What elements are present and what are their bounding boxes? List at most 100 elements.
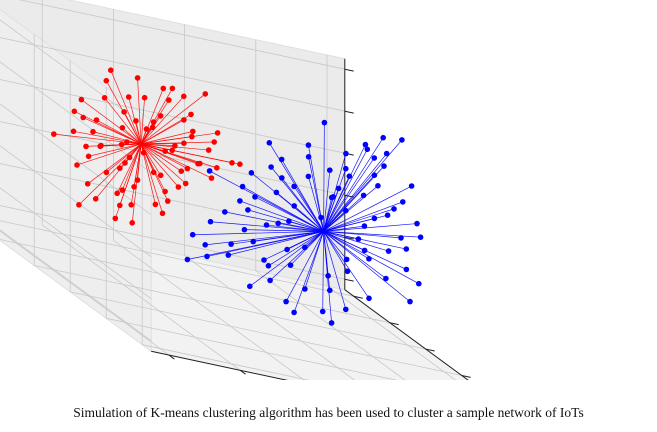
cluster-2-link-line — [323, 170, 331, 232]
cluster-2-link-line — [323, 231, 411, 302]
cluster-1-point — [178, 168, 185, 174]
figure-caption: Simulation of K-means clustering algorit… — [73, 405, 584, 420]
cluster-1-point — [190, 128, 196, 135]
cluster-2-point — [248, 170, 255, 176]
floor-gridline-x — [326, 285, 456, 380]
cluster-1-point — [71, 108, 78, 115]
side-wall-gridline-z — [0, 19, 152, 132]
cluster-2-point — [416, 280, 422, 287]
cluster-1-point — [92, 196, 99, 202]
cluster-2-link-line — [278, 222, 324, 232]
cluster-1-link-line — [140, 143, 212, 179]
cluster-2-link-line — [323, 122, 325, 232]
cluster-2-point — [343, 207, 349, 214]
cluster-1-link-line — [78, 143, 142, 206]
cluster-2-link-line — [209, 170, 324, 232]
cluster-2-link-line — [323, 174, 375, 232]
cluster-2-link-line — [323, 231, 402, 239]
cluster-1-point — [141, 94, 148, 101]
cluster-2-point — [360, 192, 367, 199]
y-axis-tick — [425, 348, 435, 352]
cluster-1-point — [182, 180, 189, 187]
floor-gridline-x — [255, 270, 406, 380]
cluster-2-point — [366, 295, 372, 302]
cluster-1-point — [121, 109, 127, 115]
cluster-2-point — [346, 173, 353, 179]
cluster-1-point — [184, 165, 191, 172]
floor-gridline-x — [184, 255, 356, 380]
cluster-1-link-line — [140, 143, 182, 172]
cluster-1-point — [202, 91, 209, 97]
cluster-2-link-line — [304, 231, 324, 290]
cluster-1-point — [152, 201, 159, 208]
cluster-1-point — [181, 117, 187, 123]
cluster-1-point — [214, 165, 220, 171]
cluster-2-link-line — [247, 209, 324, 232]
cluster-1-point — [229, 160, 235, 166]
cluster-2-link-line — [323, 231, 421, 238]
cluster-1-point — [103, 169, 110, 176]
cluster-2-point — [414, 220, 420, 227]
floor-gridline-y — [142, 344, 310, 380]
cluster-1-point — [101, 95, 108, 101]
cluster-1-point — [157, 113, 164, 119]
cluster-1-point — [214, 130, 221, 136]
cluster-2-link-line — [323, 218, 375, 232]
cluster-1-point — [211, 139, 217, 145]
cluster-2-link-line — [192, 231, 324, 236]
cluster-2-point — [305, 142, 312, 148]
side-wall-gridline-z — [0, 61, 152, 174]
cluster-1-point — [143, 126, 150, 132]
back-wall-gridline-z — [0, 37, 345, 112]
cluster-1-point — [85, 153, 92, 160]
cluster-2-point — [398, 235, 404, 241]
cluster-2-point — [371, 155, 378, 161]
cluster-1-link-line — [140, 143, 163, 214]
cluster-1-point — [108, 67, 114, 73]
cluster-2-point — [239, 183, 246, 190]
cluster-1-point — [175, 184, 182, 190]
cluster-2-point — [381, 163, 387, 169]
cluster-2-point — [305, 154, 312, 160]
cluster-1-link-line — [140, 143, 179, 188]
cluster-1-point — [181, 93, 187, 100]
cluster-2-point — [245, 207, 251, 213]
back-wall-gridline-z — [18, 0, 345, 70]
cluster-1-point — [83, 143, 89, 150]
cluster-1-point — [172, 143, 178, 149]
cluster-2-point — [273, 189, 280, 196]
cluster-2-link-line — [323, 185, 412, 232]
x-axis-tick — [168, 354, 175, 360]
cluster-2-point — [407, 298, 413, 305]
cluster-1-link-line — [140, 143, 161, 176]
cluster-1-point — [126, 154, 133, 161]
cluster-1-point — [133, 118, 139, 124]
cluster-2-point — [400, 199, 406, 205]
floor-gridline-x — [41, 224, 241, 371]
back-wall-gridline-z — [0, 79, 345, 154]
cluster-2-link-line — [322, 231, 324, 312]
cluster-1-point — [157, 172, 164, 179]
cluster-1-point — [181, 140, 187, 146]
side-wall-gridline-z — [0, 229, 152, 342]
cluster-1-point — [103, 77, 110, 84]
cluster-1-point — [162, 148, 168, 154]
cluster-2-point — [202, 242, 208, 248]
cluster-1-point — [169, 85, 176, 92]
cluster-2-point — [391, 206, 397, 212]
cluster-2-point — [364, 146, 371, 153]
cluster-1-link-line — [140, 119, 185, 145]
cluster-2-point — [383, 275, 389, 282]
cluster-1-link-line — [122, 143, 142, 191]
cluster-2-point — [343, 150, 349, 157]
cluster-2-point — [207, 218, 214, 225]
cluster-1-link-line — [130, 143, 142, 205]
cluster-1-link-line — [137, 77, 142, 144]
cluster-1-point — [118, 141, 125, 148]
cluster-1-link-line — [141, 141, 215, 145]
cluster-1-point — [114, 190, 120, 197]
cluster-1-point — [84, 181, 91, 187]
cluster-2-link-line — [323, 188, 339, 232]
cluster-1-link-line — [140, 143, 154, 173]
cluster-2-link-line — [293, 231, 324, 313]
